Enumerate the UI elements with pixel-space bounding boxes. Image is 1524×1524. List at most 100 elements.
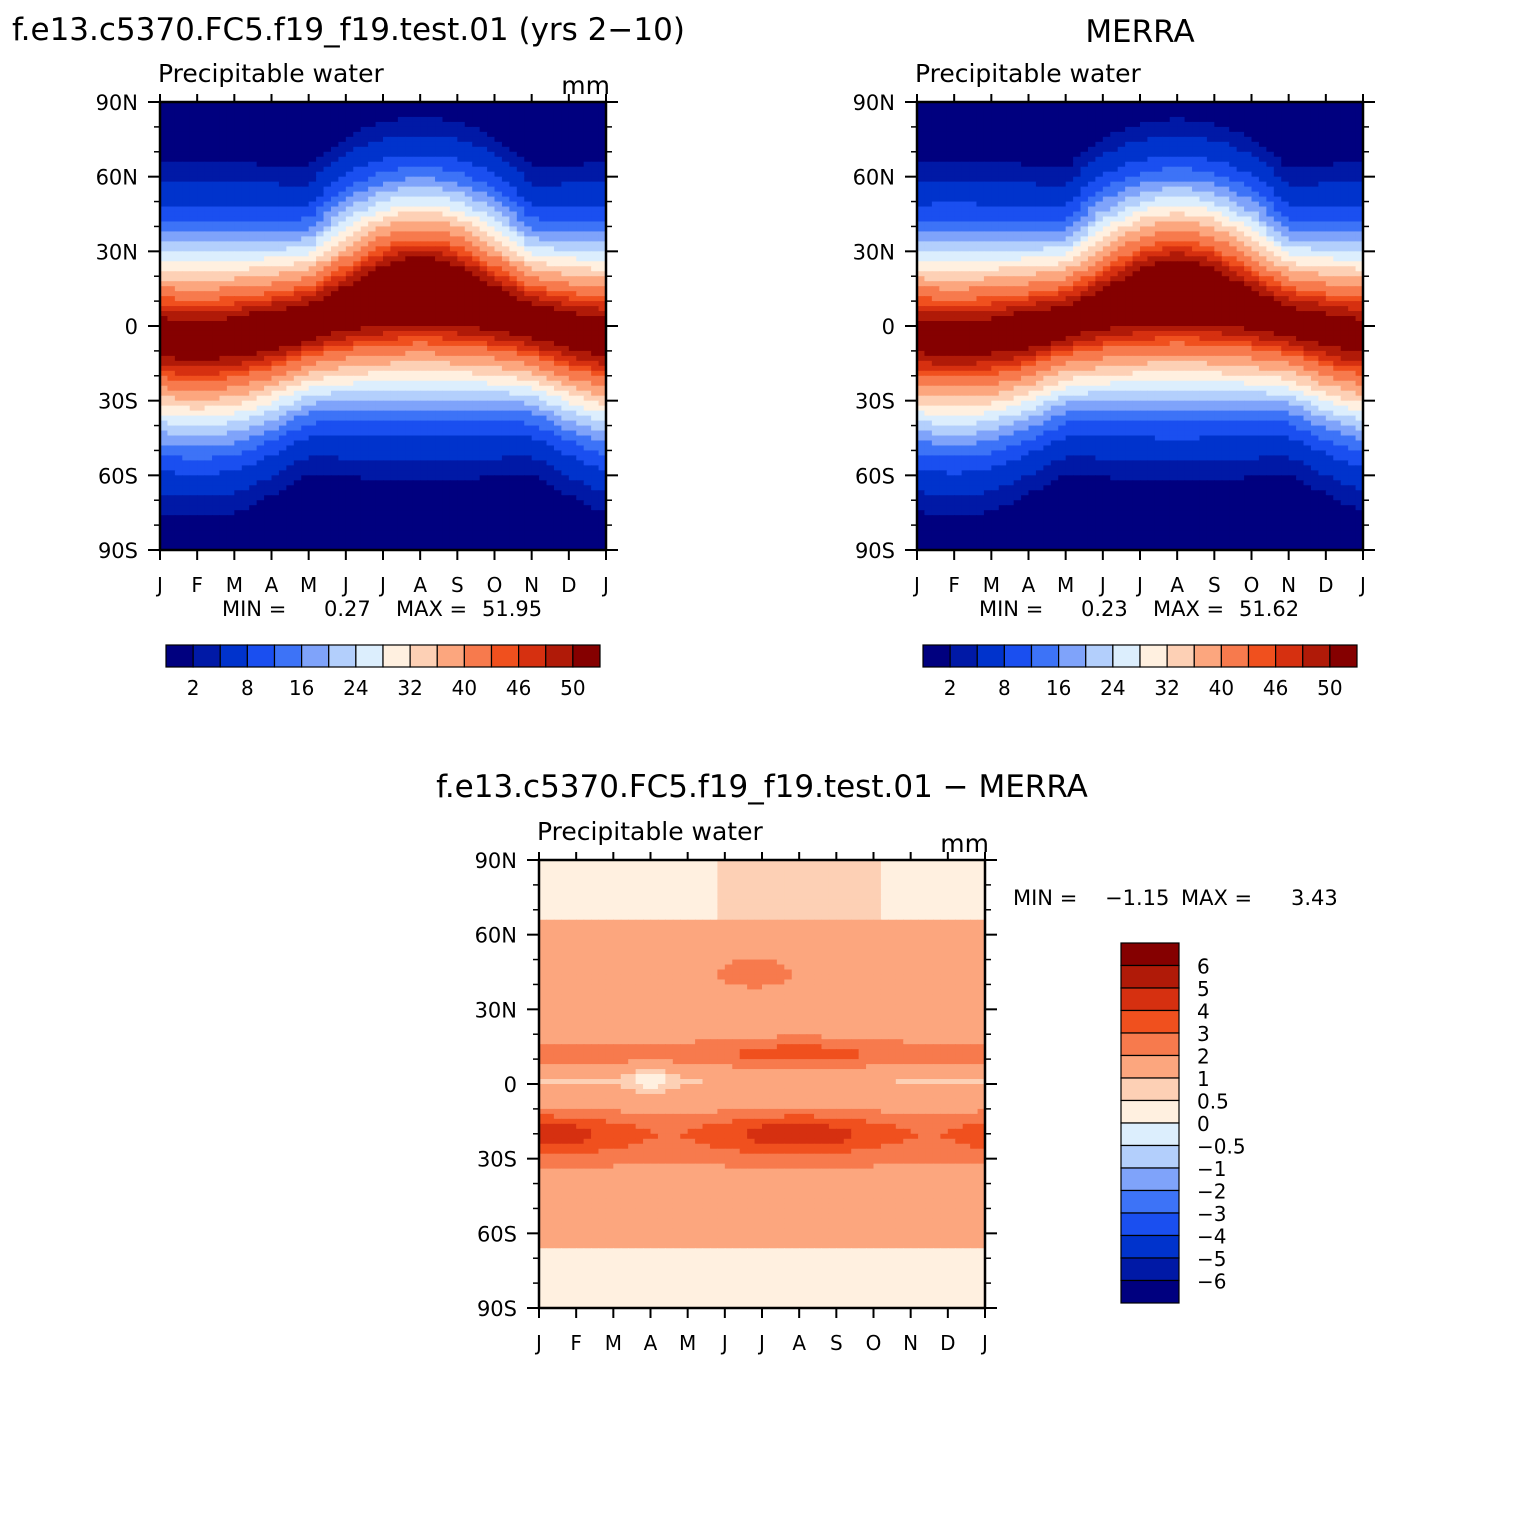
heatmap-cell <box>249 281 258 287</box>
heatmap-cell <box>226 505 235 511</box>
heatmap-cell <box>390 460 399 466</box>
heatmap-cell <box>264 340 273 347</box>
heatmap-cell <box>420 455 429 461</box>
heatmap-cell <box>405 455 414 461</box>
heatmap-cell <box>494 266 503 272</box>
heatmap-cell <box>427 311 436 317</box>
heatmap-cell <box>457 465 466 471</box>
heatmap-cell <box>264 485 273 491</box>
heatmap-cell <box>435 161 444 168</box>
heatmap-cell <box>234 321 243 327</box>
heatmap-cell <box>323 435 332 442</box>
heatmap-cell <box>271 266 280 272</box>
heatmap-cell <box>316 510 325 516</box>
heatmap-cell <box>412 455 421 461</box>
heatmap-cell <box>256 246 265 252</box>
heatmap-cell <box>583 151 592 158</box>
heatmap-cell <box>383 146 392 153</box>
heatmap-cell <box>219 301 228 307</box>
heatmap-cell <box>174 311 183 317</box>
heatmap-cell <box>338 191 347 198</box>
heatmap-cell <box>591 291 600 297</box>
heatmap-cell <box>360 420 369 427</box>
heatmap-cell <box>249 475 258 481</box>
heatmap-cell <box>264 326 273 332</box>
heatmap-cell <box>182 186 191 193</box>
heatmap-cell <box>189 116 198 123</box>
heatmap-cell <box>412 415 421 422</box>
heatmap-cell <box>212 475 221 481</box>
heatmap-cell <box>383 276 392 282</box>
heatmap-cell <box>368 241 377 247</box>
heatmap-cell <box>226 201 235 208</box>
heatmap-cell <box>301 146 310 153</box>
heatmap-cell <box>308 450 317 457</box>
heatmap-cell <box>241 410 250 417</box>
heatmap-cell <box>524 111 533 118</box>
heatmap-cell <box>256 515 265 521</box>
heatmap-cell <box>316 370 325 377</box>
heatmap-cell <box>338 450 347 457</box>
heatmap-cell <box>516 505 525 511</box>
heatmap-cell <box>189 236 198 242</box>
heatmap-cell <box>345 226 354 233</box>
heatmap-cell <box>457 326 466 332</box>
heatmap-cell <box>539 141 548 148</box>
heatmap-cell <box>160 266 169 272</box>
heatmap-cell <box>293 226 302 233</box>
heatmap-cell <box>286 375 295 382</box>
heatmap-cell <box>316 350 325 357</box>
heatmap-cell <box>420 326 429 332</box>
heatmap-cell <box>345 430 354 437</box>
heatmap-cell <box>241 131 250 138</box>
heatmap-cell <box>553 435 562 442</box>
heatmap-cell <box>524 490 533 496</box>
heatmap-cell <box>316 410 325 417</box>
heatmap-cell <box>598 256 607 262</box>
heatmap-cell <box>397 450 406 457</box>
heatmap-cell <box>524 231 533 237</box>
heatmap-cell <box>226 181 235 188</box>
heatmap-cell <box>212 296 221 302</box>
heatmap-cell <box>301 375 310 382</box>
heatmap-cell <box>219 340 228 347</box>
heatmap-cell <box>435 326 444 332</box>
heatmap-cell <box>472 330 481 337</box>
heatmap-cell <box>308 126 317 133</box>
heatmap-cell <box>494 350 503 357</box>
heatmap-cell <box>353 465 362 471</box>
heatmap-cell <box>234 301 243 307</box>
heatmap-cell <box>345 246 354 252</box>
heatmap-cell <box>249 176 258 183</box>
heatmap-cell <box>435 500 444 506</box>
heatmap-cell <box>591 390 600 397</box>
heatmap-cell <box>301 455 310 461</box>
heatmap-cell <box>561 420 570 427</box>
heatmap-cell <box>368 156 377 163</box>
heatmap-cell <box>501 221 510 228</box>
heatmap-cell <box>457 151 466 158</box>
heatmap-cell <box>472 360 481 367</box>
heatmap-cell <box>464 156 473 163</box>
heatmap-cell <box>539 321 548 327</box>
heatmap-cell <box>412 286 421 292</box>
heatmap-cell <box>330 470 339 476</box>
heatmap-cell <box>598 102 607 108</box>
heatmap-cell <box>546 335 555 342</box>
heatmap-cell <box>524 316 533 322</box>
heatmap-cell <box>494 385 503 392</box>
heatmap-cell <box>167 176 176 183</box>
heatmap-cell <box>182 151 191 158</box>
heatmap-cell <box>345 301 354 307</box>
heatmap-cell <box>412 495 421 501</box>
heatmap-cell <box>435 261 444 267</box>
heatmap-cell <box>524 191 533 198</box>
heatmap-cell <box>464 500 473 506</box>
heatmap-cell <box>449 231 458 237</box>
heatmap-cell <box>494 156 503 163</box>
heatmap-cell <box>353 460 362 466</box>
heatmap-cell <box>204 271 213 277</box>
heatmap-cell <box>479 350 488 357</box>
heatmap-cell <box>182 126 191 133</box>
heatmap-cell <box>264 126 273 133</box>
